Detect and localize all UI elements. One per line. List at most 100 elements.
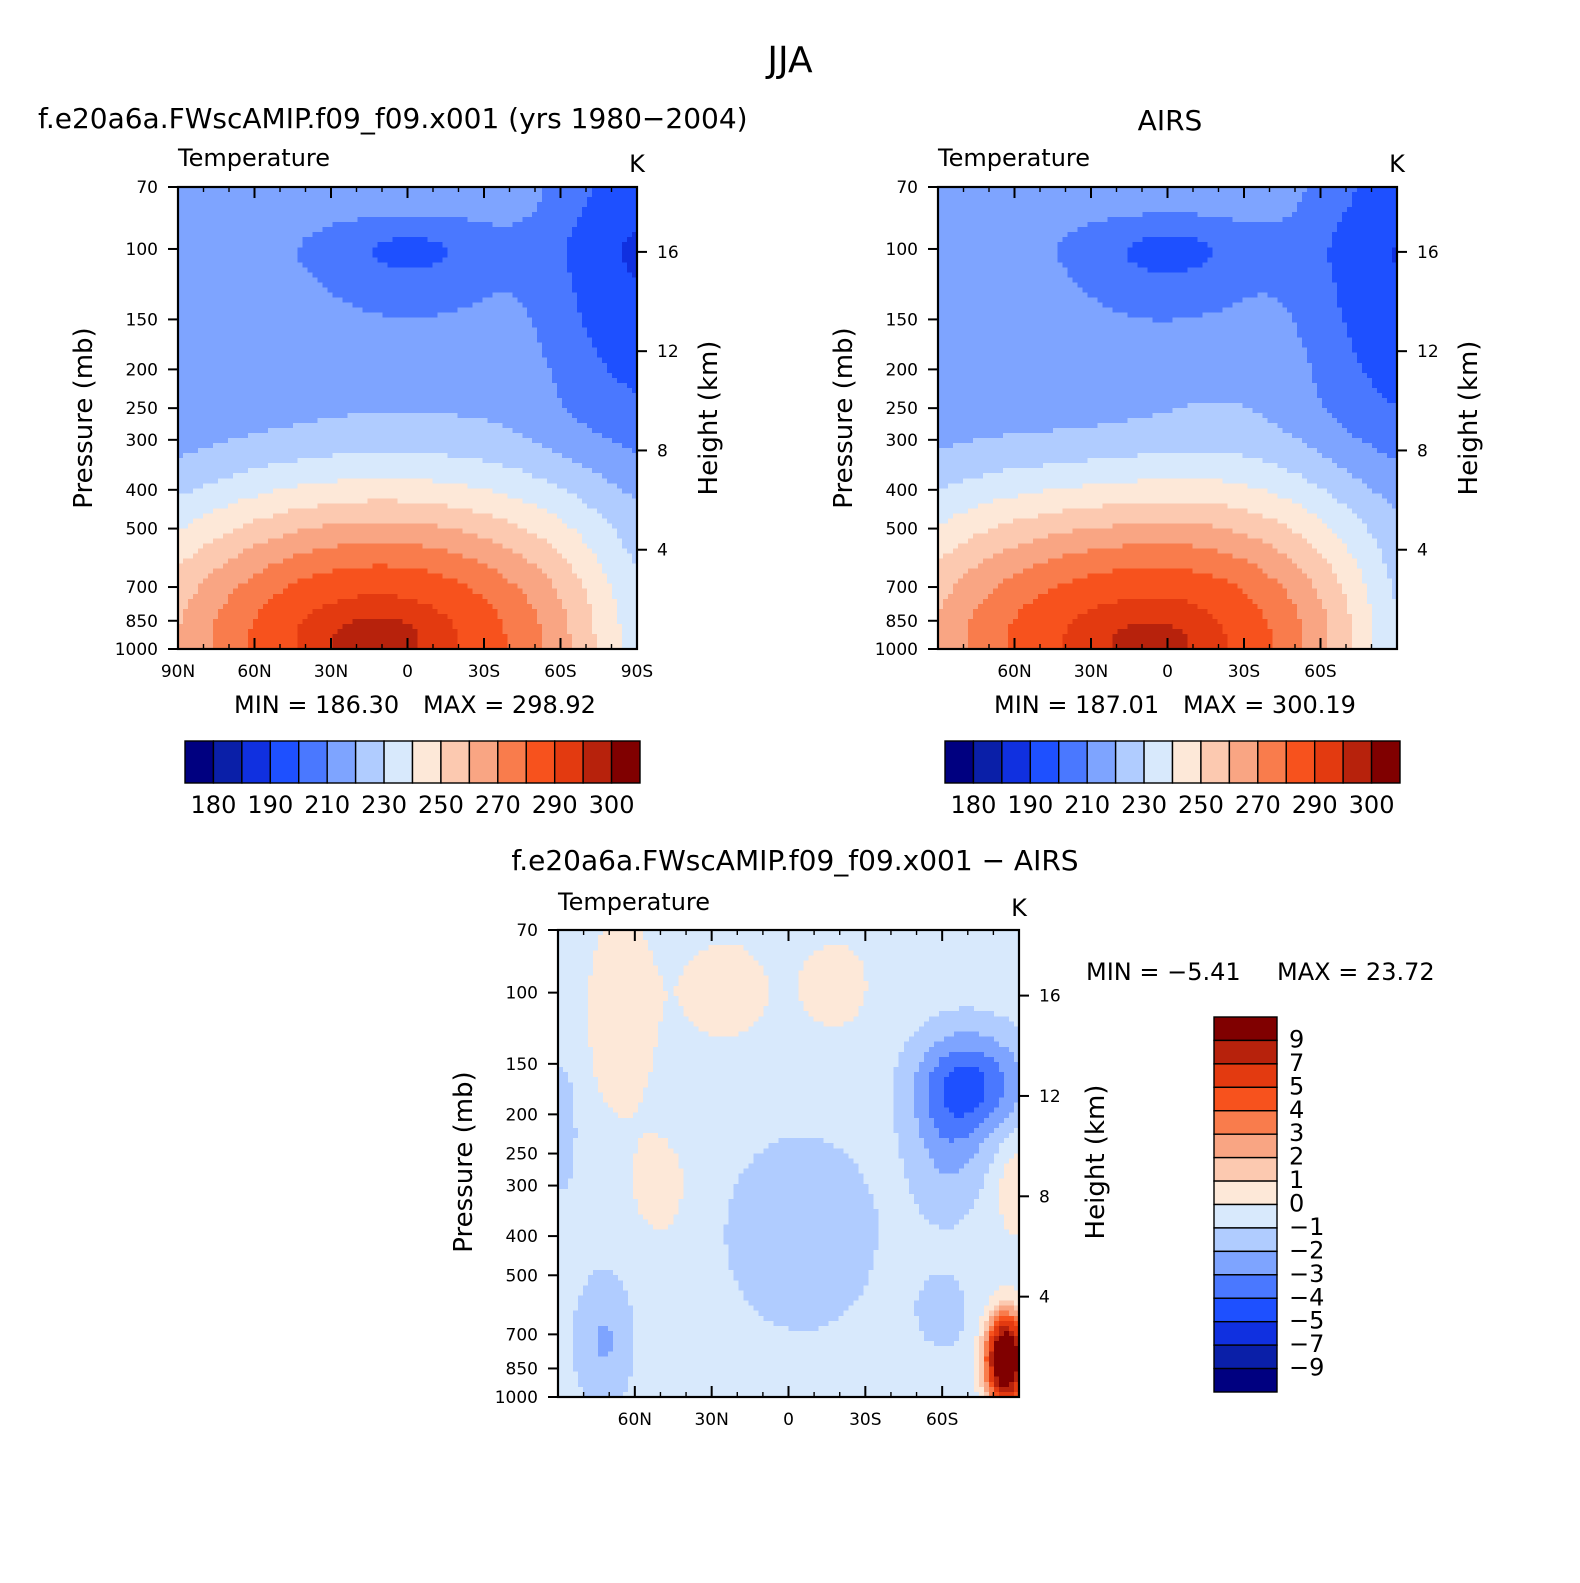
contour-cell: [582, 282, 588, 289]
contour-cell: [507, 362, 513, 369]
contour-cell: [427, 262, 434, 268]
contour-cell: [422, 252, 429, 258]
contour-cell: [202, 397, 209, 404]
contour-cell: [512, 202, 518, 208]
contour-cell: [492, 302, 498, 309]
contour-cell: [197, 247, 204, 253]
contour-cell: [557, 307, 563, 314]
contour-cell: [452, 212, 458, 218]
contour-cell: [452, 322, 458, 329]
contour-cell: [522, 402, 528, 409]
contour-cell: [257, 252, 264, 258]
contour-cell: [217, 292, 224, 299]
contour-cell: [532, 327, 538, 334]
contour-cell: [492, 277, 498, 284]
contour-cell: [382, 227, 389, 233]
contour-cell: [472, 282, 478, 289]
contour-cell: [322, 307, 329, 314]
contour-cell: [452, 237, 458, 243]
contour-cell: [462, 242, 468, 248]
contour-cell: [552, 443, 558, 449]
contour-cell: [337, 247, 344, 253]
contour-cell: [507, 327, 513, 334]
contour-cell: [367, 252, 374, 258]
contour-cell: [462, 192, 468, 198]
contour-cell: [572, 212, 578, 218]
contour-cell: [507, 377, 513, 384]
contour-cell: [447, 257, 454, 263]
contour-cell: [317, 327, 324, 334]
contour-cell: [557, 357, 563, 364]
contour-cell: [272, 372, 279, 379]
contour-cell: [362, 292, 369, 299]
contour-cell: [367, 377, 374, 384]
contour-cell: [207, 438, 214, 444]
contour-cell: [182, 282, 189, 289]
contour-cell: [467, 362, 473, 369]
contour-cell: [587, 212, 593, 218]
contour-cell: [357, 312, 364, 319]
contour-cell: [402, 217, 409, 223]
contour-cell: [622, 207, 628, 213]
contour-cell: [277, 242, 284, 248]
contour-cell: [227, 352, 234, 359]
contour-cell: [442, 197, 449, 203]
contour-cell: [317, 402, 324, 409]
contour-cell: [477, 428, 483, 434]
contour-cell: [532, 433, 538, 439]
contour-cell: [207, 292, 214, 299]
contour-cell: [297, 423, 304, 429]
contour-cell: [537, 357, 543, 364]
contour-cell: [592, 327, 598, 334]
contour-cell: [292, 337, 299, 344]
contour-cell: [362, 257, 369, 263]
contour-cell: [572, 267, 578, 273]
contour-cell: [192, 397, 199, 404]
contour-cell: [537, 212, 543, 218]
contour-cell: [627, 397, 633, 404]
contour-cell: [322, 332, 329, 339]
contour-cell: [407, 443, 414, 449]
contour-cell: [532, 237, 538, 243]
contour-cell: [602, 428, 608, 434]
contour-cell: [422, 187, 429, 193]
contour-cell: [352, 247, 359, 253]
contour-cell: [487, 443, 493, 449]
contour-cell: [627, 267, 633, 273]
contour-cell: [257, 352, 264, 359]
contour-cell: [427, 438, 434, 444]
contour-cell: [442, 247, 449, 253]
contour-cell: [377, 267, 384, 273]
contour-cell: [532, 418, 538, 424]
contour-cell: [312, 387, 319, 394]
contour-cell: [392, 297, 399, 304]
contour-cell: [422, 377, 429, 384]
contour-cell: [347, 397, 354, 404]
contour-cell: [472, 337, 478, 344]
contour-cell: [582, 372, 588, 379]
contour-cell: [527, 418, 533, 424]
contour-cell: [432, 302, 439, 309]
contour-cell: [522, 272, 528, 278]
contour-cell: [517, 217, 523, 223]
contour-cell: [477, 337, 483, 344]
contour-cell: [372, 267, 379, 273]
contour-cell: [622, 347, 628, 354]
contour-cell: [367, 297, 374, 304]
contour-cell: [502, 282, 508, 289]
contour-cell: [327, 312, 334, 319]
contour-cell: [262, 428, 269, 434]
contour-cell: [482, 257, 488, 263]
contour-cell: [532, 242, 538, 248]
contour-cell: [557, 217, 563, 223]
contour-cell: [297, 307, 304, 314]
contour-cell: [287, 197, 294, 203]
contour-cell: [302, 247, 309, 253]
contour-cell: [357, 232, 364, 238]
contour-cell: [217, 377, 224, 384]
contour-cell: [347, 262, 354, 268]
contour-cell: [587, 317, 593, 324]
contour-cell: [252, 297, 259, 304]
contour-cell: [392, 222, 399, 228]
contour-cell: [552, 357, 558, 364]
